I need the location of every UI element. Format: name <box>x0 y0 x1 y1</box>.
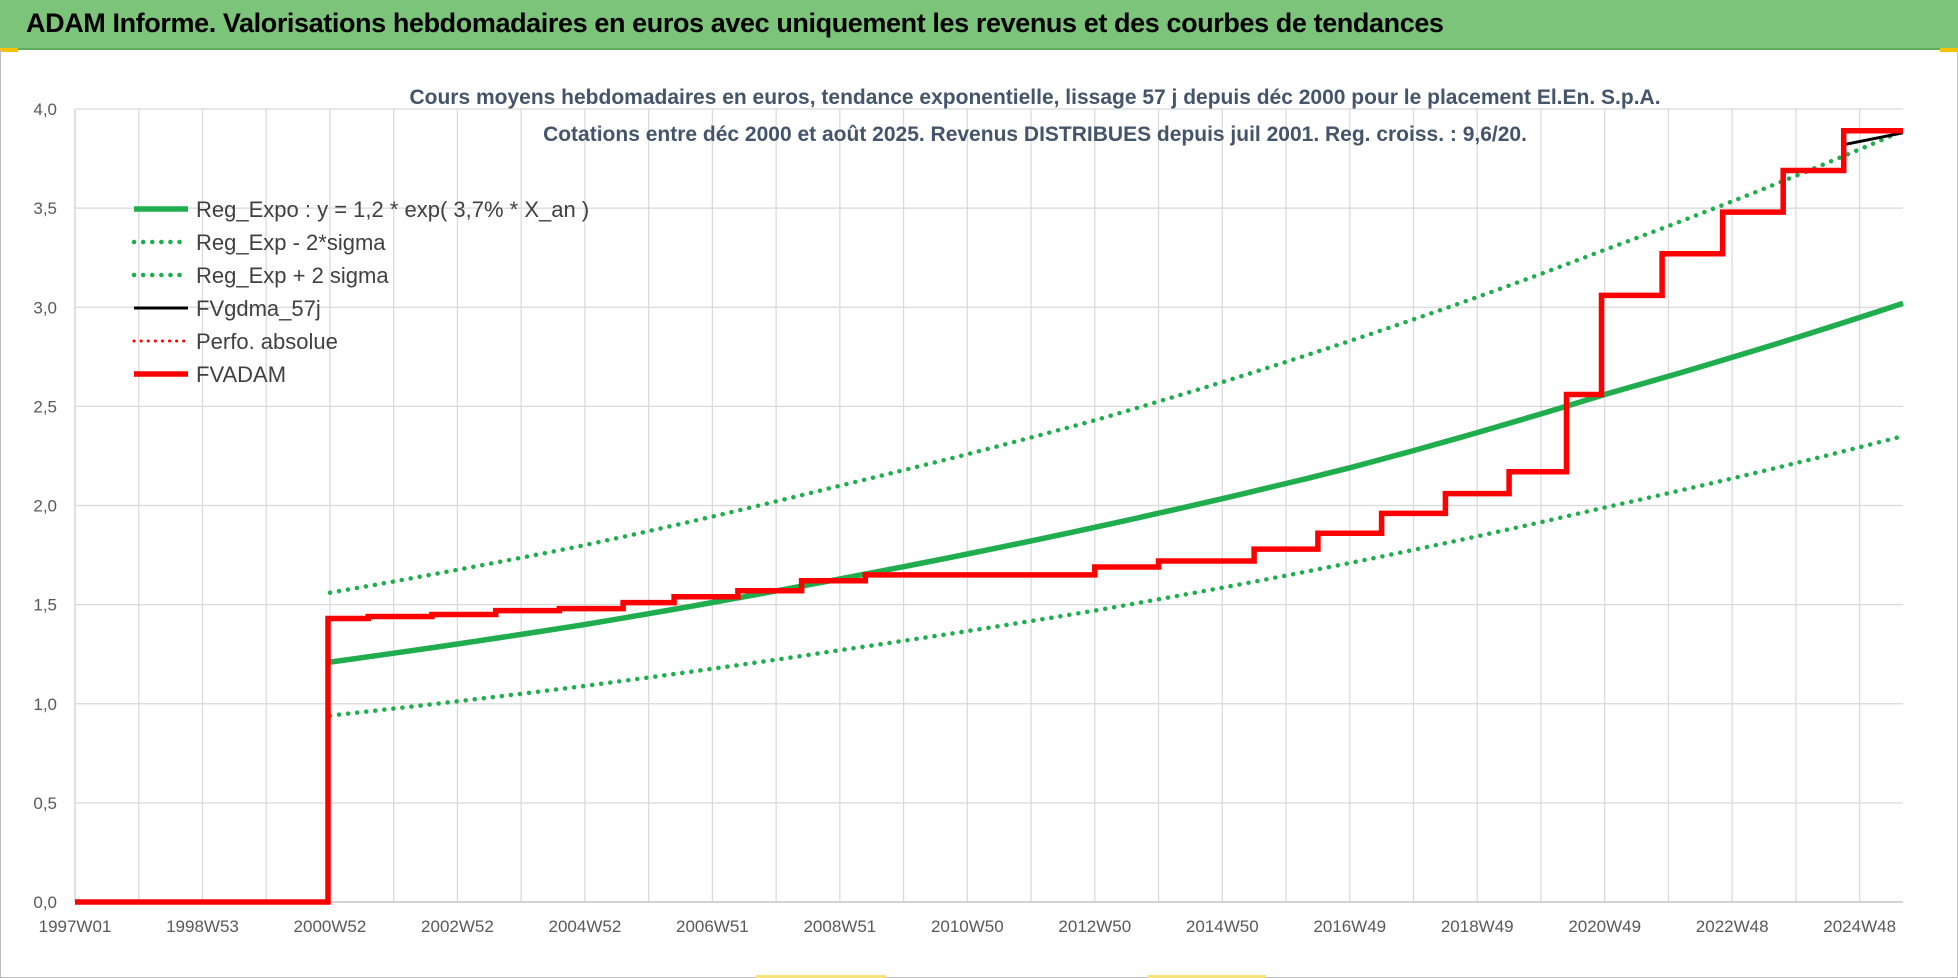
x-tick-label: 2002W52 <box>421 917 494 936</box>
corner-mark-right <box>1940 48 1958 52</box>
x-tick-label: 2006W51 <box>676 917 749 936</box>
y-tick-label: 0,5 <box>33 794 57 813</box>
legend: Reg_Expo : y = 1,2 * exp( 3,7% * X_an ) R… <box>131 197 589 387</box>
legend-label-perfo-absolue: Perfo. absolue <box>196 329 338 354</box>
page-title: ADAM Informe. Valorisations hebdomadaire… <box>26 8 1444 38</box>
series-line-fvadam <box>75 128 1903 905</box>
header-banner: ADAM Informe. Valorisations hebdomadaire… <box>0 0 1958 50</box>
bottom-accent-right <box>1148 975 1266 978</box>
chart-title-line-2: Cotations entre déc 2000 et août 2025. R… <box>543 123 1527 146</box>
y-tick-label: 1,5 <box>33 596 57 615</box>
x-tick-label: 1997W01 <box>39 917 112 936</box>
y-tick-label: 2,5 <box>33 397 57 416</box>
legend-label-fvadam: FVADAM <box>196 362 286 387</box>
y-tick-label: 0,0 <box>33 893 57 912</box>
x-tick-label: 1998W53 <box>166 917 239 936</box>
y-tick-label: 3,0 <box>33 298 57 317</box>
y-tick-label: 2,0 <box>33 497 57 516</box>
chart-title-line-1: Cours moyens hebdomadaires en euros, ten… <box>409 86 1660 109</box>
x-tick-label: 2012W50 <box>1058 917 1131 936</box>
legend-label-reg-exp-plus-2sigma: Reg_Exp + 2 sigma <box>196 263 389 288</box>
series-layer <box>75 128 1906 905</box>
legend-label-fvgdma-57j: FVgdma_57j <box>196 296 321 321</box>
x-tick-label: 2016W49 <box>1313 917 1386 936</box>
x-tick-label: 2000W52 <box>294 917 367 936</box>
y-tick-label: 4,0 <box>33 100 57 119</box>
y-tick-label: 3,5 <box>33 199 57 218</box>
series-line-reg-exp-minus-2sigma <box>327 433 1906 718</box>
series-line-reg-expo <box>329 300 1904 665</box>
y-axis-tick-labels: 0,0 0,5 1,0 1,5 2,0 2,5 3,0 3,5 4,0 <box>33 100 57 912</box>
x-axis-tick-labels: 1997W01 1998W53 2000W52 2002W52 2004W52 2006W… <box>39 917 1896 936</box>
legend-label-reg-exp-minus-2sigma: Reg_Exp - 2*sigma <box>196 230 386 255</box>
bottom-accent-left <box>756 975 886 978</box>
corner-mark-left <box>0 48 18 52</box>
x-tick-label: 2020W49 <box>1568 917 1641 936</box>
x-tick-label: 2008W51 <box>803 917 876 936</box>
series-line-reg-exp-plus-2sigma <box>327 128 1906 595</box>
y-tick-label: 1,0 <box>33 695 57 714</box>
x-tick-label: 2004W52 <box>549 917 622 936</box>
x-tick-label: 2018W49 <box>1441 917 1514 936</box>
legend-label-reg-expo: Reg_Expo : y = 1,2 * exp( 3,7% * X_an ) <box>196 197 589 222</box>
x-tick-label: 2014W50 <box>1186 917 1259 936</box>
gridlines <box>74 108 1903 903</box>
x-tick-label: 2024W48 <box>1823 917 1896 936</box>
x-tick-label: 2022W48 <box>1696 917 1769 936</box>
x-tick-label: 2010W50 <box>931 917 1004 936</box>
